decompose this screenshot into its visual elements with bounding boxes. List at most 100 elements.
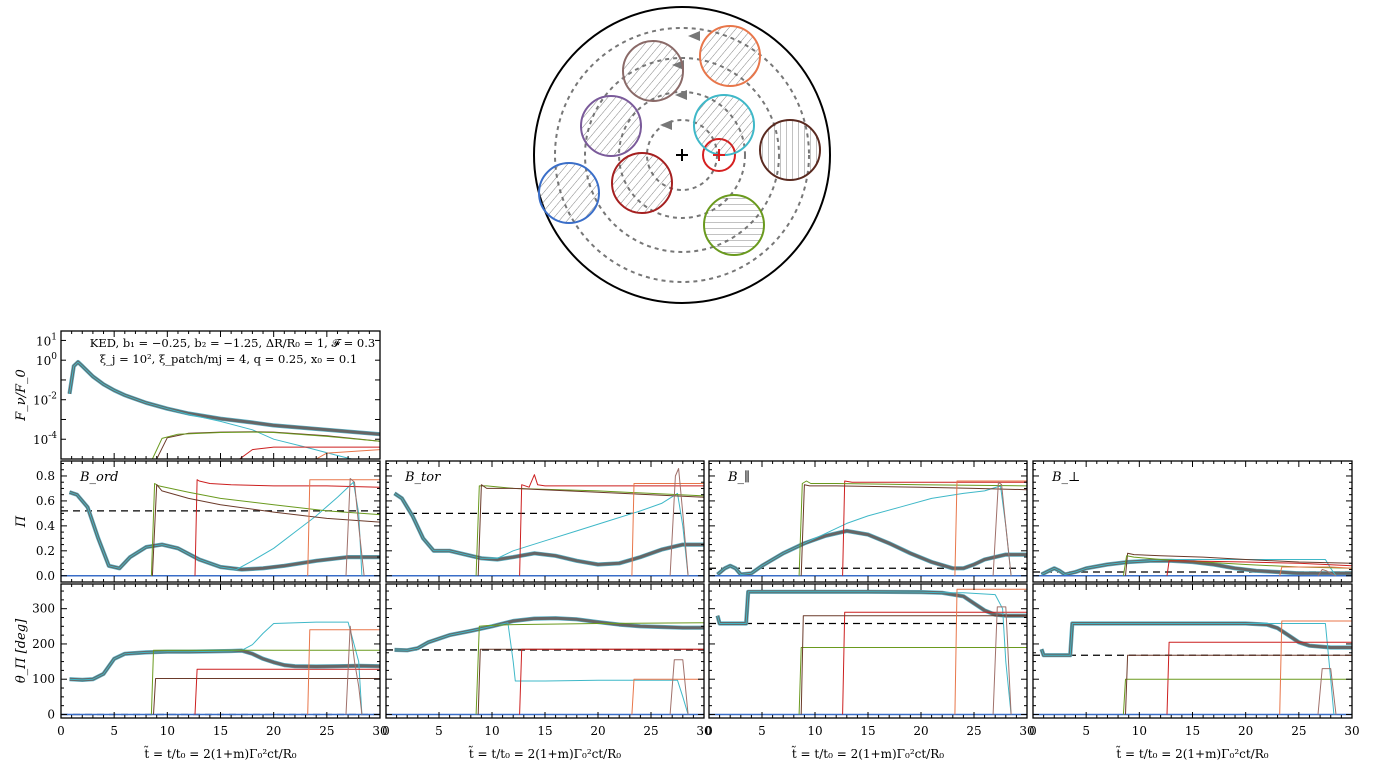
x-tick-label: 0 [1029,724,1037,738]
series-line-2 [1166,641,1352,715]
series-group [709,480,1027,577]
series-line-6 [1317,569,1337,577]
x-tick-label: 20 [1238,724,1253,738]
y-tick-label: 100 [36,352,57,368]
x-tick-label: 5 [435,724,443,738]
panel-pol-perp: B_⊥ [1032,460,1353,583]
annotation-line-2: ξ_j = 10², ξ_patch/mj = 4, q = 0.25, x₀ … [100,352,357,366]
axes-frame [385,583,705,719]
series-line-2 [519,474,704,576]
x-tick-label: 5 [758,724,766,738]
series-line-1 [394,622,689,715]
y-tick-label: 101 [36,332,57,348]
series-total-edge [67,360,380,437]
panel-pa-ord: 0 100 200 300 0 5 10 15 20 25 30 θ_Π [deg] t̃ = t/t₀… [14,583,388,761]
series-line-6 [992,606,1012,715]
series-group [1033,552,1352,577]
panel-label: B_ord [79,470,118,485]
x-tick-label: 10 [1132,724,1147,738]
series-line-4 [519,648,704,715]
series-group [61,621,380,716]
panel-pol-tor: B_tor [385,460,705,583]
panel-label: B_∥ [727,470,750,485]
x-tick-label: 0 [382,724,390,738]
series-line-2 [194,479,380,576]
x-tick-label: 10 [484,724,499,738]
x-tick-label: 20 [590,724,605,738]
series-line-4 [194,668,380,715]
series-line-5 [1279,620,1352,715]
y-tick-label: 0.4 [36,519,55,533]
panel-pol-par: B_∥ [708,460,1028,583]
series-line-1 [1041,559,1337,577]
x-axis-label: t̃ = t/t₀ = 2(1+m)Γ₀²ct/R₀ [144,745,296,761]
x-tick-label: 10 [160,724,175,738]
x-tick-label: 15 [537,724,552,738]
series-group [67,360,380,459]
series-line-4 [1166,560,1352,576]
x-tick-label: 10 [807,724,822,738]
series-line-1 [69,481,363,576]
series-line-5 [631,678,704,715]
x-tick-label: 25 [966,724,981,738]
patch-olive [703,194,765,256]
patch-blue [538,162,600,224]
x-tick-label: 15 [1185,724,1200,738]
y-tick-label: 0.0 [36,569,55,583]
series-line-2 [475,622,704,715]
series-line-2 [842,480,1027,576]
series-line-4 [800,484,1027,576]
series-line-5 [1279,566,1352,576]
series-line-5 [954,588,1027,715]
x-tick-label: 30 [372,724,387,738]
panel-label: B_tor [404,470,441,485]
series-line-6 [345,478,365,576]
y-axis-label: F_ν/F_0 [14,369,29,422]
jet-center-cross [713,149,725,161]
orbit-arrow-0 [660,120,672,130]
x-axis-label: t̃ = t/t₀ = 2(1+m)Γ₀²ct/R₀ [1116,745,1268,761]
series-line-6 [669,659,689,715]
series-line-3 [798,480,1027,576]
patch-diagram [533,6,831,304]
orbit-arrow-1 [675,90,687,100]
patch-pink [622,40,684,102]
series-line-2 [1125,552,1352,576]
center-cross [676,149,688,161]
series-line-3 [153,678,380,715]
y-tick-label: 10-4 [33,431,57,447]
axes-frame [60,330,381,460]
x-axis-label: t̃ = t/t₀ = 2(1+m)Γ₀²ct/R₀ [792,745,944,761]
series-line-2 [156,431,380,459]
series-group [61,478,380,577]
patch-purple [580,95,642,157]
panel-label: B_⊥ [1051,470,1080,485]
series-line-2 [150,649,380,715]
series-line-1 [394,492,689,576]
series-line-0 [69,490,380,571]
series-line-5 [631,483,704,576]
y-tick-label: 0.6 [36,494,55,508]
series-line-5 [307,479,380,576]
patch-cyan [693,94,755,156]
series-line-4 [151,484,380,576]
panel-pol-ord: 0.0 0.2 0.4 0.6 0.8 B_ord Π [14,460,381,583]
series-line-3 [150,483,380,576]
x-tick-label: 0 [705,724,713,738]
series-line-1 [69,361,354,459]
series-line-6 [345,625,363,715]
series-line-1 [69,621,363,715]
y-tick-label: 0 [47,707,55,721]
series-line-1 [717,591,1012,715]
x-tick-label: 30 [1344,724,1359,738]
series-line-4 [800,615,1027,715]
x-tick-label: 20 [913,724,928,738]
series-group [386,616,704,716]
x-tick-label: 0 [57,724,65,738]
y-tick-label: 0.2 [36,544,55,558]
series-line-5 [307,629,380,715]
patch-darkred [611,152,673,214]
series-line-0 [69,649,380,682]
